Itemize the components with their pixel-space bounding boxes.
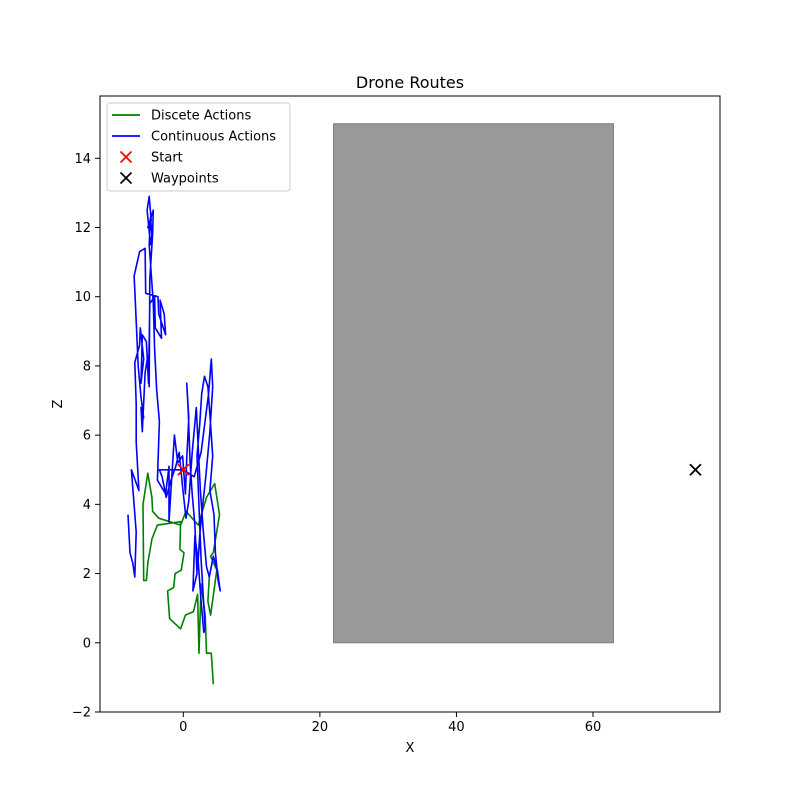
y-tick-label: 0 (83, 636, 91, 651)
legend-label-continuous-actions: Continuous Actions (151, 130, 276, 145)
y-axis-label: Z (51, 399, 66, 408)
legend-box (106, 102, 291, 192)
y-tick-label: −2 (72, 706, 91, 721)
plot-frame (99, 95, 721, 713)
legend-label-start: Start (151, 151, 183, 166)
axes: 0 20 40 60 −2 0 2 4 6 8 10 12 14 (72, 95, 721, 735)
x-tick-label: 20 (312, 720, 329, 735)
series-line-discrete-actions (142, 472, 221, 685)
y-tick-label: 10 (74, 290, 91, 305)
y-tick-label: 12 (74, 221, 91, 236)
legend: Discete Actions Continuous Actions Start Wa… (106, 102, 291, 192)
y-tick-label: 14 (74, 152, 91, 167)
plot-area (127, 123, 702, 685)
legend-swatch-waypoints (119, 171, 133, 185)
legend-swatch-start (119, 150, 133, 164)
chart-title: Drone Routes (356, 73, 464, 92)
legend-label-waypoints: Waypoints (151, 172, 219, 187)
waypoints-marker (689, 463, 702, 476)
y-tick-label: 4 (83, 498, 91, 513)
y-tick-label: 8 (83, 359, 91, 374)
x-tick-label: 0 (179, 720, 187, 735)
y-tick-label: 6 (83, 429, 91, 444)
series-line-continuous-actions (127, 195, 221, 634)
x-axis-label: X (406, 741, 415, 756)
y-tick-label: 2 (83, 567, 91, 582)
start-marker (177, 463, 190, 476)
x-tick-label: 60 (585, 720, 602, 735)
legend-label-discete-actions: Discete Actions (151, 109, 251, 124)
obstacle-region (333, 123, 614, 644)
x-tick-label: 40 (448, 720, 465, 735)
